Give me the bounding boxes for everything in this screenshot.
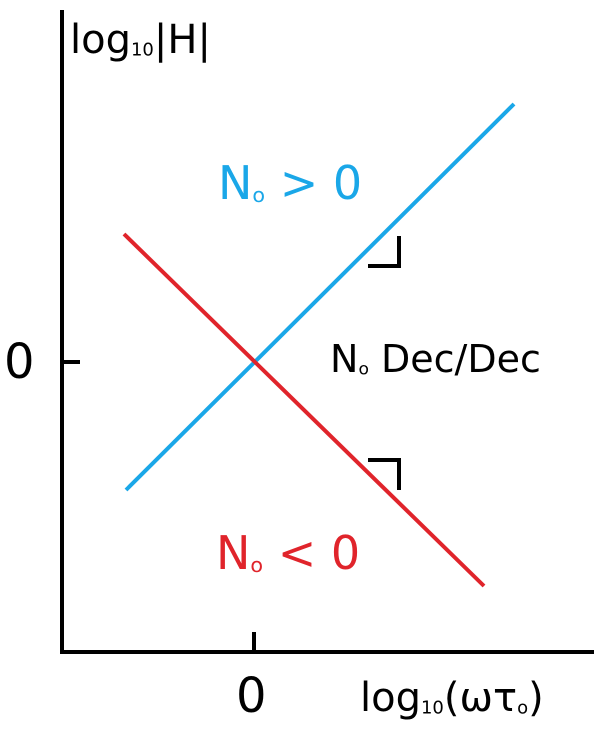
negative-slope-triangle (368, 458, 401, 490)
positive-case-label: No > 0 (218, 160, 362, 206)
negative-case-label: No < 0 (216, 530, 360, 576)
positive-slope-line (124, 102, 516, 492)
y-axis-label: log10|H| (70, 20, 211, 60)
y-axis-label-abs: |H| (153, 17, 211, 63)
slope-annotation-sub: o (358, 359, 369, 380)
negative-case-N: N (216, 526, 251, 580)
y-zero-label: 0 (4, 334, 35, 390)
positive-case-sub: o (252, 183, 266, 208)
negative-slope-line (122, 232, 486, 588)
slope-annotation-N: N (330, 337, 359, 381)
x-axis-label-arg-sub: o (517, 697, 529, 719)
positive-case-N: N (218, 156, 253, 210)
x-axis-label-log: log (360, 675, 421, 721)
negative-case-relation: < 0 (263, 526, 361, 580)
x-axis-label: log10(ωτo) (360, 678, 544, 718)
x-axis-label-close: ) (528, 675, 544, 721)
x-axis-label-arg: (ωτ (443, 675, 518, 721)
negative-case-sub: o (250, 553, 264, 578)
x-zero-label: 0 (236, 668, 267, 724)
positive-slope-triangle (368, 236, 401, 268)
positive-case-relation: > 0 (265, 156, 363, 210)
x-axis-label-sub: 10 (420, 697, 444, 719)
y-axis-label-sub: 10 (130, 39, 154, 61)
slope-annotation: No Dec/Dec (330, 340, 541, 379)
y-axis-label-log: log (70, 17, 131, 63)
slope-annotation-text: Dec/Dec (368, 337, 541, 381)
